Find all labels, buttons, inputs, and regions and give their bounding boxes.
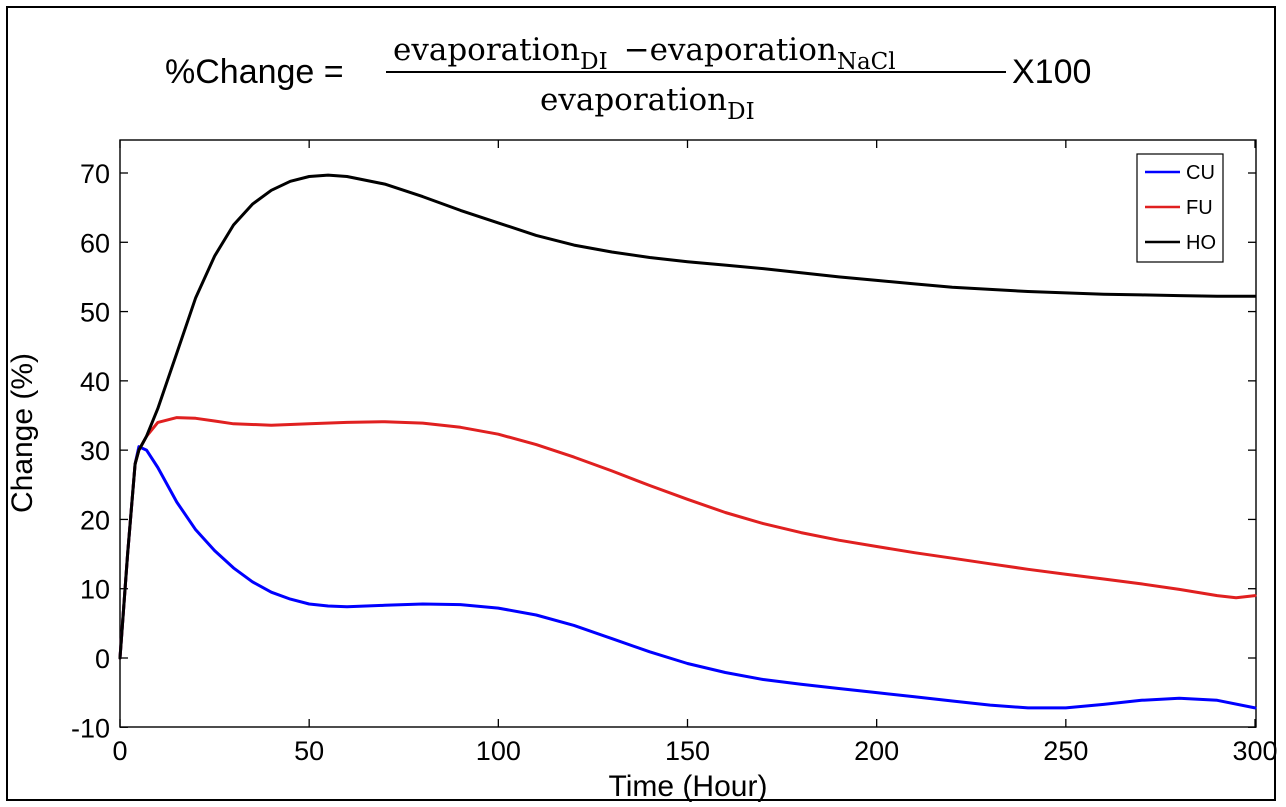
x-tick-label: 150	[665, 736, 710, 766]
x-tick-label: 250	[1043, 736, 1088, 766]
y-axis-label: Change (%)	[6, 353, 39, 513]
legend-label-fu: FU	[1186, 197, 1213, 219]
y-tick-label: 40	[80, 367, 110, 397]
x-tick-label: 300	[1232, 736, 1277, 766]
y-tick-label: 10	[80, 575, 110, 605]
formula-num-sub-2: NaCl	[837, 49, 896, 75]
formula-num-sub-1: DI	[580, 49, 608, 75]
formula-lhs: %Change =	[165, 53, 344, 91]
x-tick-label: 50	[294, 736, 324, 766]
formula-den-term: evaporation	[540, 82, 727, 118]
y-tick-label: -10	[71, 713, 110, 743]
legend-label-cu: CU	[1186, 162, 1215, 184]
formula-numerator: evaporationDI −evaporationNaCl	[393, 32, 896, 75]
x-tick-label: 100	[476, 736, 521, 766]
formula: %Change = evaporationDI −evaporationNaCl …	[165, 32, 1091, 125]
formula-rhs: X100	[1012, 53, 1091, 91]
formula-num-term-2: evaporation	[650, 32, 837, 68]
series-line-cu	[118, 445, 1257, 710]
x-tick-labels: 0 50 100 150 200 250 300	[112, 736, 1277, 766]
x-tick-label: 0	[112, 736, 127, 766]
x-axis-label: Time (Hour)	[609, 770, 768, 803]
y-tick-label: 0	[95, 644, 110, 674]
formula-num-operator: −	[624, 32, 650, 68]
formula-den-sub: DI	[727, 99, 755, 125]
x-tick-label: 200	[854, 736, 899, 766]
legend-items: CU FU HO	[1145, 162, 1216, 254]
plot-area	[119, 139, 1257, 728]
y-tick-label: 60	[80, 228, 110, 258]
y-tick-label: 30	[80, 436, 110, 466]
axis-ticks	[119, 140, 1256, 728]
formula-num-term-1: evaporation	[393, 32, 580, 68]
y-tick-label: 50	[80, 298, 110, 328]
legend: CU FU HO	[1136, 153, 1224, 263]
y-tick-label: 70	[80, 159, 110, 189]
formula-denominator: evaporationDI	[540, 82, 755, 125]
legend-label-ho: HO	[1186, 232, 1216, 254]
series-line-ho	[118, 173, 1257, 660]
y-tick-labels: -10 0 10 20 30 40 50 60 70	[71, 159, 110, 743]
series-lines	[118, 173, 1257, 710]
figure-frame	[6, 6, 1276, 801]
series-line-fu	[118, 416, 1257, 660]
y-tick-label: 20	[80, 505, 110, 535]
